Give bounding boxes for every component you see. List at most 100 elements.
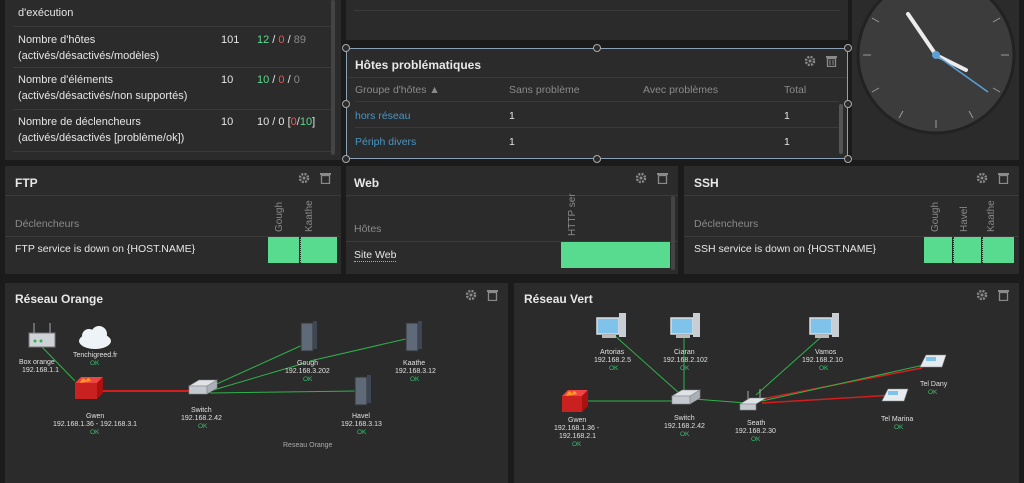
ftp-status-kaathe[interactable] [300,237,337,263]
server-icon[interactable] [300,321,317,352]
gear-icon[interactable] [804,55,816,67]
row-divider [355,127,839,128]
switch-icon[interactable] [670,389,702,405]
trash-icon[interactable] [320,172,331,184]
phone-icon[interactable] [919,354,947,368]
server-icon[interactable] [405,321,422,352]
map-vert-widget: Réseau Vert [514,283,1019,483]
col-without-problems: Sans problème [509,84,580,96]
access-point-icon[interactable] [738,389,768,411]
switch-icon[interactable] [187,379,219,395]
sys-label-triggers: Nombre de déclencheurs (activés/désactiv… [18,116,185,144]
map-node-gwen-ip: 192.168.1.36 - 192.168.3.1 [53,421,138,428]
map-node-switch-name: Switch [191,407,212,414]
map-node-telmarina-name: Tel Marina [881,416,914,423]
ftp-title-divider [5,195,341,196]
map-node-gough-ip: 192.168.3.202 [285,368,330,375]
map-orange-actions [465,289,498,301]
ssh-status-gough[interactable] [924,237,952,263]
computer-icon[interactable] [670,313,700,338]
map-node-artorias-status: OK [609,365,619,372]
map-node-teldany-name: Tel Dany [920,381,948,388]
computer-icon[interactable] [596,313,626,338]
trash-icon[interactable] [998,289,1009,301]
web-status-cell[interactable] [561,242,670,268]
problem-hosts-scrollbar[interactable] [839,104,843,154]
web-header-divider [346,241,678,242]
ssh-header-divider [684,236,1019,237]
sys-label-items: Nombre d'éléments (activés/désactivés/no… [18,74,188,102]
map-node-switch-ip: 192.168.2.42 [664,423,705,430]
map-node-teldany-status: OK [928,389,938,396]
trash-icon[interactable] [826,55,837,67]
problem-hosts-title: Hôtes problématiques [355,58,482,72]
ftp-header-divider [5,236,341,237]
router-icon[interactable] [28,323,56,348]
map-vert-canvas [562,313,947,412]
web-scrollbar[interactable] [671,196,675,270]
ssh-col-host-kaathe: Kaathe [986,200,997,232]
gear-icon[interactable] [976,172,988,184]
web-widget: Web Hôtes HTTP ser Site Web [346,166,678,274]
resize-handle[interactable] [342,44,350,52]
map-node-seath-name: Seath [747,420,766,427]
gear-icon[interactable] [298,172,310,184]
map-node-havel-status: OK [357,429,367,436]
sys-row-items: Nombre d'éléments (activés/désactivés/no… [13,70,333,110]
top-middle-widget [346,0,848,40]
server-icon[interactable] [354,375,371,406]
resize-handle[interactable] [844,155,852,163]
resize-handle[interactable] [342,100,350,108]
computer-icon[interactable] [809,313,839,338]
map-node-gwen-status: OK [572,441,582,448]
map-node-havel-ip: 192.168.3.13 [341,421,382,428]
ssh-status-kaathe[interactable] [982,237,1014,263]
firewall-icon[interactable] [75,377,103,399]
table-row-group-link[interactable]: hors réseau [355,110,411,122]
ftp-col-host-gough: Gough [274,201,285,232]
web-host-name[interactable]: Site Web [354,249,397,262]
problem-hosts-actions [804,55,837,67]
map-node-artorias-name: Artorias [600,349,625,356]
trash-icon[interactable] [487,289,498,301]
map-node-kaathe-ip: 192.168.3.12 [395,368,436,375]
col-with-problems: Avec problèmes [643,84,719,96]
resize-handle[interactable] [593,155,601,163]
ftp-status-gough[interactable] [268,237,299,263]
map-node-cloud-name: Tenchigreed.fr [73,352,118,359]
trash-icon[interactable] [657,172,668,184]
web-col-item: HTTP ser [567,193,578,236]
resize-handle[interactable] [342,155,350,163]
map-orange-title: Réseau Orange [15,292,104,306]
map-node-havel-name: Havel [352,413,370,420]
col-host-group[interactable]: Groupe d'hôtes ▲ [355,84,440,96]
gear-icon[interactable] [465,289,477,301]
web-col-hosts: Hôtes [354,223,382,235]
table-row-total: 1 [784,110,790,122]
ftp-col-host-kaathe: Kaathe [304,200,315,232]
col-total: Total [784,84,807,96]
problem-hosts-widget[interactable]: Hôtes problématiques Groupe d'hôtes ▲ Sa… [346,48,848,159]
gear-icon[interactable] [635,172,647,184]
sys-row-exec: d'exécution [13,5,333,27]
trash-icon[interactable] [998,172,1009,184]
sys-scrollbar[interactable] [331,0,335,155]
ssh-trigger-name: SSH service is down on {HOST.NAME} [694,243,877,255]
resize-handle[interactable] [844,100,852,108]
resize-handle[interactable] [844,44,852,52]
table-row-total: 1 [784,136,790,148]
resize-handle[interactable] [593,44,601,52]
ssh-status-havel[interactable] [953,237,981,263]
phone-icon[interactable] [881,388,909,402]
map-node-kaathe-name: Kaathe [403,360,426,367]
gear-icon[interactable] [976,289,988,301]
ssh-widget: SSH Déclencheurs Gough Havel Kaathe SSH … [684,166,1019,274]
ftp-title: FTP [15,176,38,190]
table-row-group-link[interactable]: Périph divers [355,136,417,148]
firewall-icon[interactable] [562,390,588,412]
ssh-title-divider [684,195,1019,196]
cloud-icon[interactable] [79,326,111,349]
map-node-gough-name: Gough [297,360,319,367]
sys-value-hosts: 101 [221,34,240,46]
map-node-artorias-ip: 192.168.2.5 [594,357,631,364]
